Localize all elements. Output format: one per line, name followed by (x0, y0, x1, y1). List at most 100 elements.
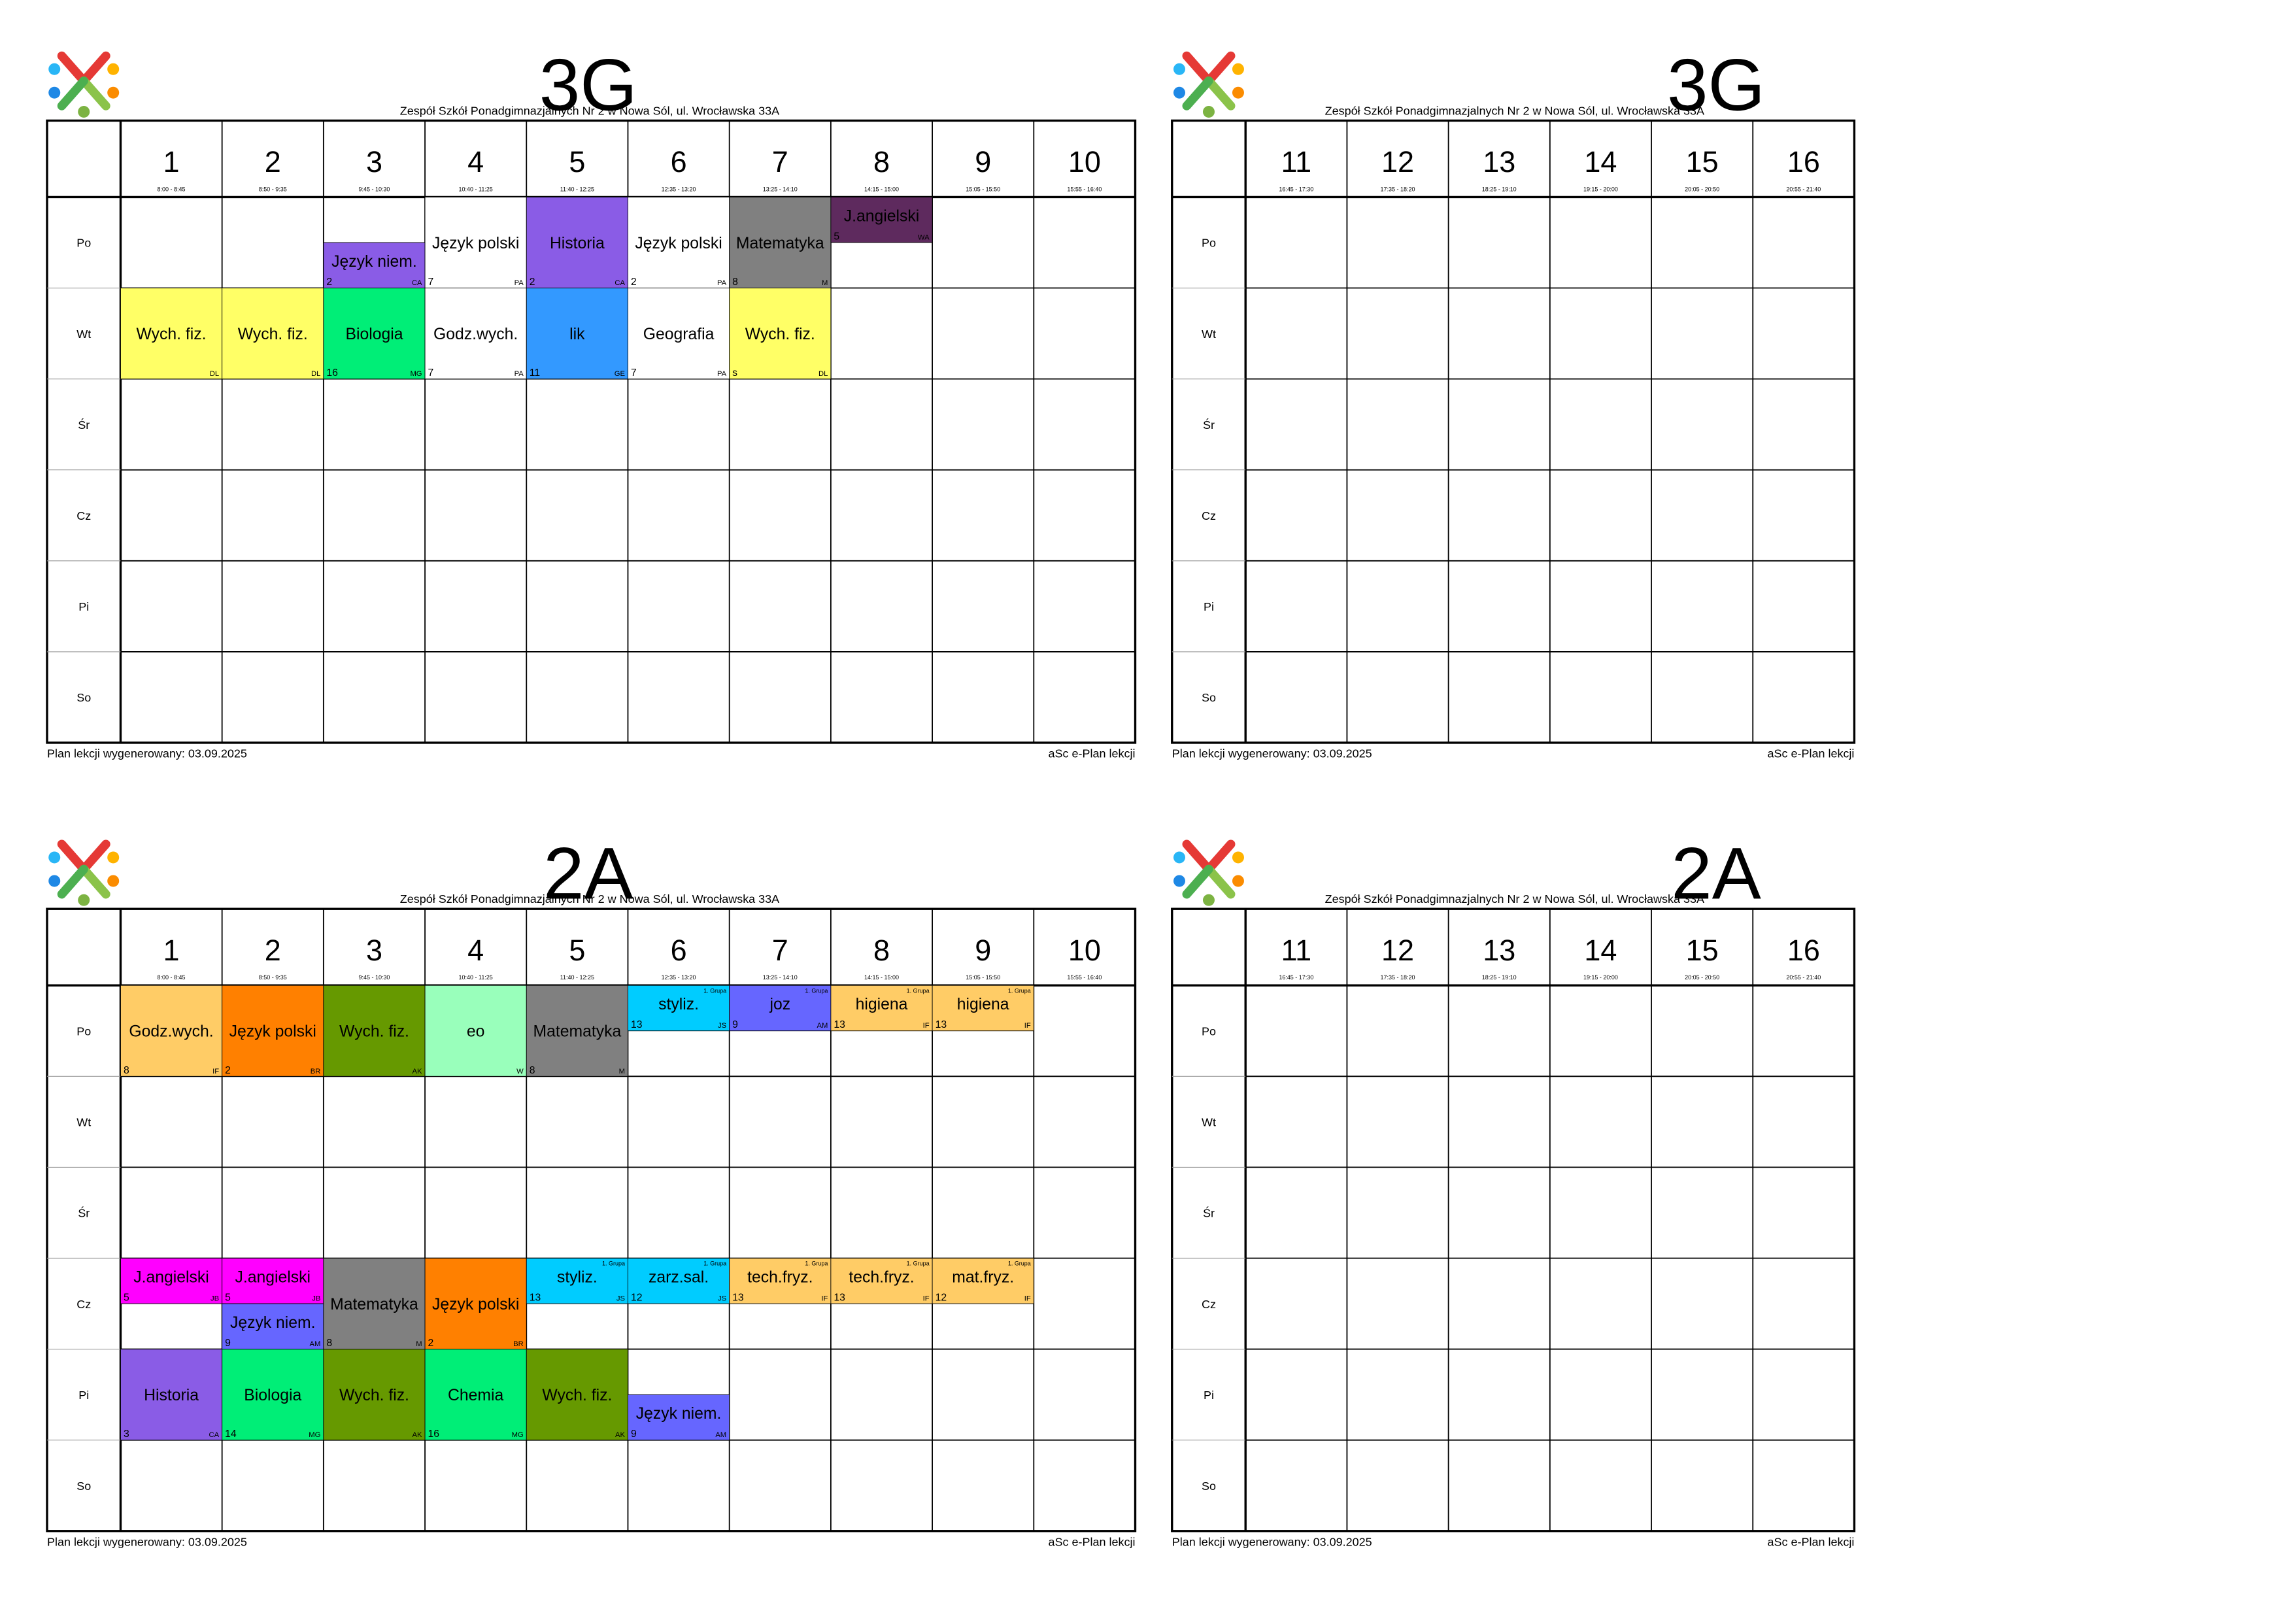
lesson-teacher: IF (1024, 1295, 1031, 1303)
lesson-cell (222, 985, 324, 1077)
lesson-group: 1. Grupa (907, 987, 930, 994)
lesson-room: 2 (225, 1065, 231, 1076)
footer-generated: Plan lekcji wygenerowany: 03.09.2025 (1172, 1535, 1372, 1548)
period-number: 13 (1483, 934, 1515, 967)
lesson-group: 1. Grupa (703, 987, 726, 994)
lesson-group: 1. Grupa (805, 1260, 828, 1267)
lesson-teacher: IF (212, 1068, 219, 1075)
table-frame (1171, 907, 1856, 1532)
lesson: Historia 3 CA (120, 1349, 223, 1441)
day-label: Po (76, 237, 91, 250)
period-time: 9:45 - 10:30 (358, 974, 390, 981)
lesson: Język polski 2 PA (628, 196, 730, 288)
period-number: 8 (873, 934, 890, 967)
lesson-cell (628, 196, 730, 288)
lesson-teacher: AM (715, 1431, 726, 1439)
lesson-cell (628, 288, 730, 380)
period-time: 15:55 - 16:40 (1067, 186, 1102, 192)
lesson-teacher: DL (210, 370, 219, 378)
lesson-subject: Matematyka (533, 1023, 622, 1041)
lesson-cell (222, 1258, 324, 1304)
lesson-teacher: CA (209, 1431, 220, 1439)
period-number: 11 (1281, 934, 1311, 967)
lesson-cell (222, 1349, 324, 1441)
lesson: Matematyka 8 M (323, 1258, 426, 1350)
lesson-teacher: W (516, 1068, 524, 1075)
lesson-teacher: IF (923, 1022, 930, 1030)
day-label: Śr (78, 418, 90, 431)
day-label: So (1202, 691, 1216, 704)
lesson-room: 8 (732, 277, 738, 288)
lesson-subject: Godz.wych. (433, 326, 518, 343)
lesson-room: 5 (834, 231, 839, 242)
lesson-subject: Matematyka (736, 235, 824, 252)
day-label: So (76, 1480, 91, 1493)
lesson-cell (830, 985, 933, 1032)
lesson-cell (526, 1258, 628, 1304)
period-number: 14 (1584, 934, 1617, 967)
period-time: 17:35 - 18:20 (1381, 974, 1415, 981)
footer-generated: Plan lekcji wygenerowany: 03.09.2025 (47, 1535, 247, 1548)
lesson: Wych. fiz. DL (120, 288, 223, 380)
lesson-subject: zarz.sal. (649, 1269, 709, 1287)
footer-generated: Plan lekcji wygenerowany: 03.09.2025 (1172, 747, 1372, 760)
period-time: 13:25 - 14:10 (763, 186, 798, 192)
day-label: Cz (1202, 509, 1216, 522)
period-time: 20:05 - 20:50 (1685, 186, 1719, 192)
lesson-room: 7 (631, 367, 637, 379)
lesson-cell (120, 288, 223, 380)
lesson: Historia 2 CA (526, 196, 628, 288)
lesson-subject: Biologia (244, 1387, 301, 1404)
lesson-subject: Język niem. (636, 1405, 722, 1423)
lesson: Wych. fiz. AK (526, 1349, 628, 1441)
class-title: 3G (1667, 44, 1765, 126)
lesson-subject: Język polski (432, 1296, 519, 1313)
day-label: So (1202, 1480, 1216, 1493)
lesson-subject: Wych. fiz. (542, 1387, 612, 1404)
lesson-teacher: AK (615, 1431, 625, 1439)
lesson-teacher: AK (413, 1431, 422, 1439)
lesson-room: 12 (936, 1293, 947, 1304)
lesson: Wych. fiz. s DL (729, 288, 832, 380)
lesson: tech.fryz. 13 IF 1. Grupa (830, 1258, 933, 1304)
period-time: 20:55 - 21:40 (1786, 186, 1821, 192)
lesson-cell (323, 1349, 426, 1441)
period-number: 10 (1068, 145, 1101, 178)
lesson-subject: Geografia (643, 326, 715, 343)
lesson-teacher: MG (512, 1431, 524, 1439)
day-label: Cz (76, 1298, 91, 1311)
lesson-cell (729, 288, 832, 380)
lesson: J.angielski 5 WA (830, 196, 933, 243)
lesson-subject: joz (769, 996, 790, 1013)
lesson-subject: Biologia (345, 326, 403, 343)
lesson-room: 16 (326, 367, 338, 379)
lesson-subject: J.angielski (133, 1269, 209, 1287)
lesson-subject: Wych. fiz. (339, 1387, 409, 1404)
lesson-teacher: JB (312, 1295, 320, 1303)
table-frame (1171, 119, 1856, 744)
lesson-teacher: BR (311, 1068, 321, 1075)
lesson-subject: Język niem. (331, 253, 417, 271)
period-time: 14:15 - 15:00 (864, 974, 899, 981)
day-label: Śr (1203, 418, 1215, 431)
lesson-room: 13 (834, 1019, 845, 1030)
lesson-group: 1. Grupa (703, 1260, 726, 1267)
day-label: Wt (76, 1116, 91, 1129)
lesson-teacher: IF (1024, 1022, 1031, 1030)
lesson-cell (628, 985, 730, 1032)
period-time: 19:15 - 20:00 (1583, 186, 1618, 192)
lesson-teacher: CA (615, 279, 625, 287)
lesson-room: 13 (631, 1019, 643, 1030)
lesson-cell (729, 1258, 832, 1304)
lesson: Wych. fiz. DL (222, 288, 324, 380)
lesson-room: 2 (530, 277, 535, 288)
lesson: Biologia 16 MG (323, 288, 426, 380)
lesson: styliz. 13 JS 1. Grupa (628, 985, 730, 1032)
lesson-room: 3 (124, 1429, 129, 1440)
period-time: 19:15 - 20:00 (1583, 974, 1618, 981)
period-number: 7 (772, 145, 788, 178)
lesson-teacher: AM (817, 1022, 828, 1030)
lesson-room: s (732, 367, 737, 379)
lesson-cell (526, 196, 628, 288)
